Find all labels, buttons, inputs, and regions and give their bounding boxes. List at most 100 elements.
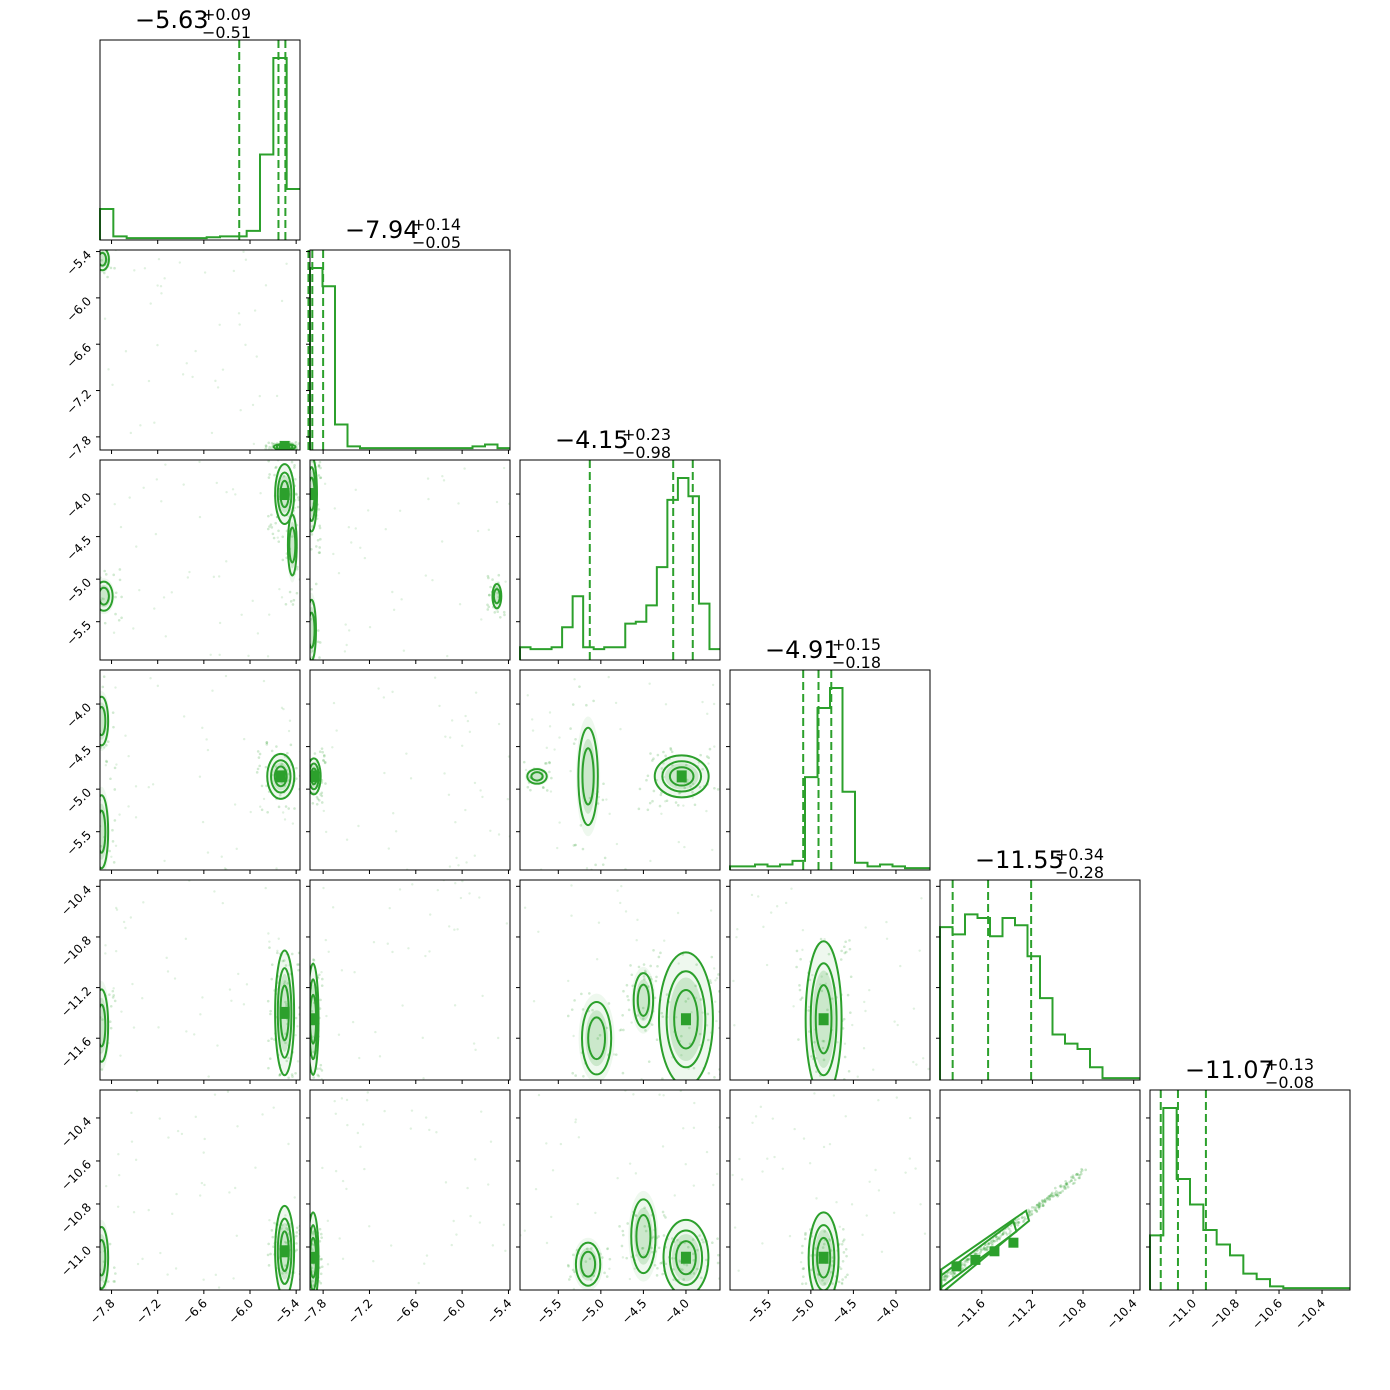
sample-point [112, 1280, 116, 1283]
sample-point [660, 791, 663, 795]
sample-point [303, 593, 306, 596]
sample-point [97, 282, 100, 285]
sample-point [104, 1184, 108, 1188]
param-title-minus-4: −0.28 [1055, 863, 1104, 882]
sample-point [504, 580, 507, 583]
sample-point [1065, 1182, 1069, 1186]
panel-frame [729, 669, 931, 871]
sample-point [304, 772, 307, 775]
sample-point [722, 808, 725, 811]
sample-point [262, 679, 266, 683]
sample-point [232, 1277, 235, 1280]
sample-point [89, 276, 92, 279]
panel-frame [729, 1089, 931, 1291]
sample-point [306, 1272, 309, 1275]
sample-point [293, 807, 296, 810]
sample-point [556, 846, 559, 850]
sample-point [844, 940, 847, 944]
sample-point [287, 1142, 290, 1146]
sample-point [486, 608, 490, 611]
sample-point [608, 812, 611, 816]
sample-point [294, 1034, 297, 1037]
sample-point [333, 1099, 336, 1103]
sample-point [306, 756, 309, 759]
sample-point [569, 769, 572, 773]
sample-point [114, 1272, 117, 1275]
sample-point [802, 1275, 805, 1278]
sample-point [480, 1110, 483, 1113]
sample-point [296, 565, 299, 569]
sample-point [698, 1234, 701, 1237]
sample-point [828, 1142, 832, 1146]
sample-point [566, 1014, 570, 1018]
sample-point [285, 262, 288, 265]
sample-point [266, 1253, 270, 1257]
sample-point [705, 1024, 709, 1027]
sample-point [267, 514, 270, 518]
sample-point [464, 714, 467, 718]
sample-point [244, 343, 247, 347]
sample-point [130, 1140, 134, 1143]
sample-point [687, 1067, 690, 1070]
sample-point [1059, 1191, 1063, 1194]
sample-point [628, 1277, 632, 1281]
sample-point [908, 1116, 912, 1120]
sample-point [307, 1048, 310, 1051]
sample-point [333, 507, 336, 510]
sample-point [402, 649, 406, 652]
sample-point [100, 597, 104, 600]
sample-point [289, 1222, 292, 1226]
y-tick-label: −4.0 [64, 490, 95, 521]
sample-point [135, 545, 138, 548]
sample-point [1030, 1206, 1034, 1209]
sample-point [496, 610, 500, 614]
sample-point [305, 795, 308, 798]
sample-point [444, 1181, 448, 1184]
sample-point [221, 901, 225, 905]
sample-point [686, 997, 690, 1000]
sample-point [319, 1063, 323, 1067]
sample-point [119, 525, 123, 529]
sample-point [289, 452, 292, 455]
sample-point [304, 998, 307, 1001]
sample-point [677, 840, 681, 844]
sample-point [178, 261, 182, 264]
sample-point [468, 892, 471, 895]
sample-point [277, 805, 281, 809]
sample-point [206, 851, 210, 854]
sample-point [374, 1030, 377, 1034]
sample-point [94, 266, 97, 269]
sample-point [601, 798, 605, 802]
panel-frame [309, 879, 511, 1081]
sample-point [966, 1258, 970, 1261]
sample-point [713, 1075, 716, 1079]
contour-line [274, 1204, 296, 1290]
contour-line [266, 752, 296, 800]
histogram-2 [519, 477, 720, 660]
sample-point [727, 1074, 730, 1077]
sample-point [111, 840, 115, 843]
sample-point [990, 1243, 994, 1247]
sample-point [316, 797, 320, 801]
sample-point [680, 1053, 683, 1057]
sample-point [129, 431, 133, 435]
sample-point [664, 754, 667, 758]
sample-point [206, 748, 210, 752]
sample-point [832, 1087, 835, 1090]
scatter-panel-3-1 [304, 669, 511, 871]
sample-point [303, 1278, 306, 1281]
sample-point [874, 1168, 877, 1172]
sample-point [960, 1262, 964, 1265]
sample-point [257, 756, 261, 759]
sample-point [111, 828, 114, 832]
sample-point [113, 891, 116, 894]
sample-point [1058, 1184, 1062, 1188]
sample-point [597, 795, 601, 799]
sample-point [318, 1227, 322, 1231]
sample-point [1071, 1174, 1075, 1177]
sample-point [657, 1235, 660, 1238]
sample-point [160, 292, 163, 295]
sample-point [965, 1258, 968, 1262]
sample-point [426, 477, 430, 480]
contour-line [811, 1224, 836, 1290]
